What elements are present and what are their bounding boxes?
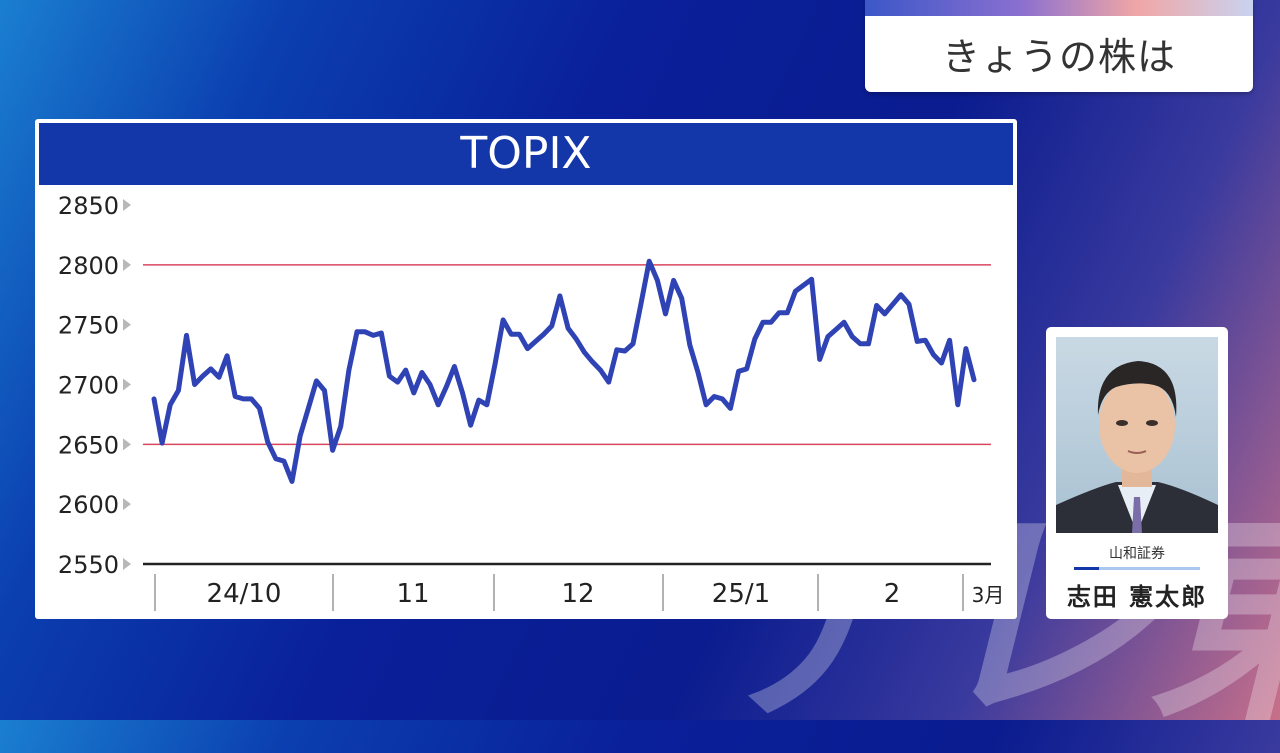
y-tick-label: 2800 (58, 252, 119, 280)
y-tick-label: 2850 (58, 192, 119, 220)
x-tick-label: 24/10 (207, 579, 282, 609)
topix-chart-card: TOPIX 2850 2800 2750 2700 2650 2600 2550 24/10 1… (35, 119, 1017, 619)
chart-title: TOPIX (39, 123, 1013, 185)
y-tick-marker (123, 498, 131, 511)
analyst-company: 山和証券 (1109, 546, 1165, 562)
y-tick-marker (123, 318, 131, 331)
x-tick-label: 2 (884, 579, 901, 609)
analyst-name: 志田 憲太郎 (1066, 583, 1208, 611)
x-tick-label: 3月 (972, 583, 1005, 607)
y-tick-marker (123, 378, 131, 391)
x-tick-label: 11 (396, 579, 429, 609)
analyst-profile-card: 山和証券 志田 憲太郎 (1046, 327, 1228, 619)
y-tick-marker (123, 558, 131, 570)
y-tick-label: 2700 (58, 372, 119, 400)
x-tick-label: 12 (561, 579, 594, 609)
title-accent-strip (865, 0, 1253, 16)
segment-title-card: きょうの株は (865, 0, 1253, 92)
topix-series-line (151, 258, 977, 484)
y-tick-label: 2750 (58, 312, 119, 340)
y-tick-label: 2550 (58, 551, 119, 579)
y-tick-marker (123, 258, 131, 271)
y-tick-label: 2650 (58, 431, 119, 459)
topix-line-chart: 2850 2800 2750 2700 2650 2600 2550 24/10 11 12 25/… (58, 192, 1005, 611)
y-tick-label: 2600 (58, 491, 119, 519)
y-tick-marker (123, 199, 131, 211)
profile-divider (1074, 567, 1200, 570)
analyst-photo (1056, 337, 1218, 533)
x-tick-label: 25/1 (712, 579, 770, 609)
y-tick-marker (123, 438, 131, 451)
segment-title: きょうの株は (941, 35, 1176, 79)
